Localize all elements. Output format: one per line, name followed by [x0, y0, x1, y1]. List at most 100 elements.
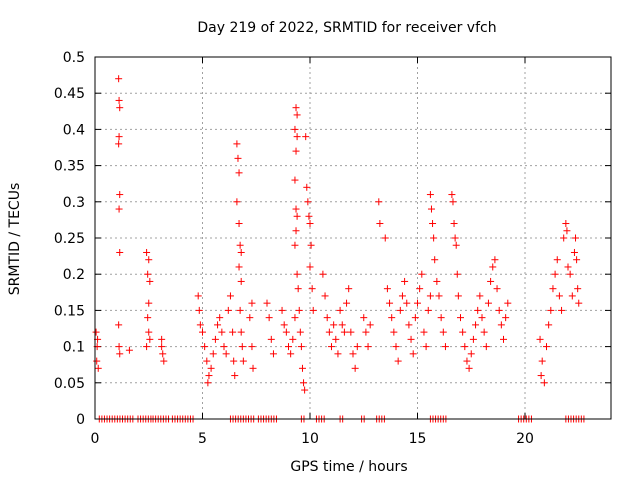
data-point — [297, 343, 305, 351]
data-point — [570, 248, 578, 256]
y-tick-label: 0.45 — [54, 86, 85, 102]
data-point — [459, 328, 467, 336]
data-point — [405, 321, 413, 329]
data-point — [291, 176, 299, 184]
data-point — [388, 314, 396, 322]
data-point — [145, 256, 153, 264]
data-point — [220, 343, 228, 351]
data-point — [249, 364, 257, 372]
data-point — [305, 212, 313, 220]
data-point — [115, 140, 123, 148]
data-point — [551, 270, 559, 278]
data-point — [396, 306, 404, 314]
data-point — [229, 328, 237, 336]
data-point — [497, 321, 505, 329]
data-point — [115, 75, 123, 83]
data-point — [476, 292, 484, 300]
data-point — [484, 299, 492, 307]
data-point — [145, 328, 153, 336]
data-point — [199, 328, 206, 336]
data-point — [231, 372, 239, 380]
data-point — [115, 133, 123, 141]
data-point — [452, 241, 460, 249]
data-point — [340, 328, 348, 336]
data-point — [211, 335, 219, 343]
data-point — [144, 314, 152, 322]
data-point — [235, 263, 243, 271]
x-tick-label: 10 — [301, 431, 319, 447]
data-point — [319, 270, 327, 278]
data-point — [115, 321, 123, 329]
data-point — [239, 357, 247, 365]
data-point — [216, 314, 224, 322]
x-axis-title: GPS time / hours — [290, 459, 407, 475]
y-tick-label: 0.25 — [54, 231, 85, 247]
data-point — [248, 299, 256, 307]
data-point — [568, 292, 576, 300]
data-point — [115, 205, 123, 213]
data-point — [158, 343, 166, 351]
data-point — [469, 335, 477, 343]
data-point — [246, 314, 254, 322]
data-point — [420, 328, 428, 336]
data-point — [196, 321, 204, 329]
data-point — [291, 241, 299, 249]
data-point — [437, 314, 445, 322]
data-point — [235, 220, 243, 228]
data-point — [427, 205, 435, 213]
data-point — [540, 379, 548, 387]
data-point — [330, 321, 338, 329]
chart-title: Day 219 of 2022, SRMTID for receiver vfc… — [197, 20, 496, 36]
data-point — [291, 125, 299, 133]
data-point — [285, 343, 292, 351]
data-point — [474, 306, 482, 314]
y-tick-label: 0 — [76, 412, 85, 428]
data-point — [537, 372, 545, 380]
data-point — [222, 350, 230, 358]
data-point — [116, 350, 124, 358]
data-point — [115, 343, 123, 351]
data-point — [504, 299, 512, 307]
data-point — [453, 270, 461, 278]
data-point — [336, 306, 344, 314]
data-point — [309, 306, 317, 314]
data-point — [233, 198, 241, 206]
data-point — [292, 227, 300, 235]
data-point — [230, 357, 238, 365]
data-point — [426, 191, 434, 199]
data-point — [457, 314, 464, 322]
data-point — [280, 321, 288, 329]
data-point — [500, 335, 507, 343]
data-point — [115, 96, 123, 104]
data-point — [292, 205, 300, 213]
data-point — [424, 306, 432, 314]
data-point — [146, 335, 154, 343]
data-point — [435, 292, 443, 300]
data-point — [265, 314, 273, 322]
data-point — [224, 306, 232, 314]
data-point — [543, 343, 550, 351]
data-point — [116, 191, 124, 199]
data-point — [301, 386, 309, 394]
data-point — [278, 306, 286, 314]
data-point — [294, 285, 302, 293]
data-points — [92, 75, 588, 423]
data-point — [433, 277, 441, 285]
data-point — [343, 299, 351, 307]
x-tick-label: 20 — [516, 431, 534, 447]
plot-frame — [94, 56, 612, 420]
data-point — [560, 234, 568, 242]
data-point — [454, 292, 462, 300]
data-point — [116, 104, 124, 112]
grid-lines — [95, 57, 611, 419]
data-point — [536, 335, 544, 343]
data-point — [289, 335, 297, 343]
data-point — [235, 169, 243, 177]
data-point — [562, 220, 570, 228]
data-point — [146, 277, 154, 285]
data-point — [292, 104, 300, 112]
data-point — [564, 263, 572, 271]
data-point — [328, 343, 335, 351]
data-point — [306, 263, 314, 271]
data-point — [482, 343, 490, 351]
